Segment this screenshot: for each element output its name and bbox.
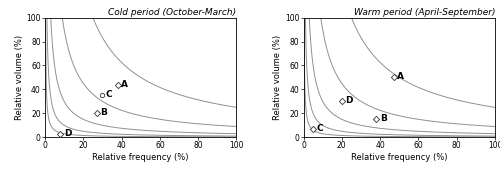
X-axis label: Relative frequency (%): Relative frequency (%) <box>351 153 448 162</box>
Text: D: D <box>64 129 72 138</box>
Point <box>309 127 317 130</box>
Y-axis label: Relative volume (%): Relative volume (%) <box>273 35 282 120</box>
Text: Warm period (April-September): Warm period (April-September) <box>354 8 495 17</box>
Text: D: D <box>346 96 353 105</box>
Point <box>372 118 380 121</box>
Text: Cold period (October-March): Cold period (October-March) <box>108 8 236 17</box>
Point <box>56 132 64 135</box>
Text: A: A <box>397 72 404 81</box>
Text: C: C <box>316 124 323 133</box>
X-axis label: Relative frequency (%): Relative frequency (%) <box>92 153 189 162</box>
Point <box>338 100 346 103</box>
Text: B: B <box>380 114 386 123</box>
Text: B: B <box>100 108 107 117</box>
Point <box>390 76 398 79</box>
Text: C: C <box>106 90 112 99</box>
Point <box>98 94 106 97</box>
Point <box>114 83 122 86</box>
Text: A: A <box>121 80 128 89</box>
Point <box>92 112 100 115</box>
Y-axis label: Relative volume (%): Relative volume (%) <box>14 35 24 120</box>
